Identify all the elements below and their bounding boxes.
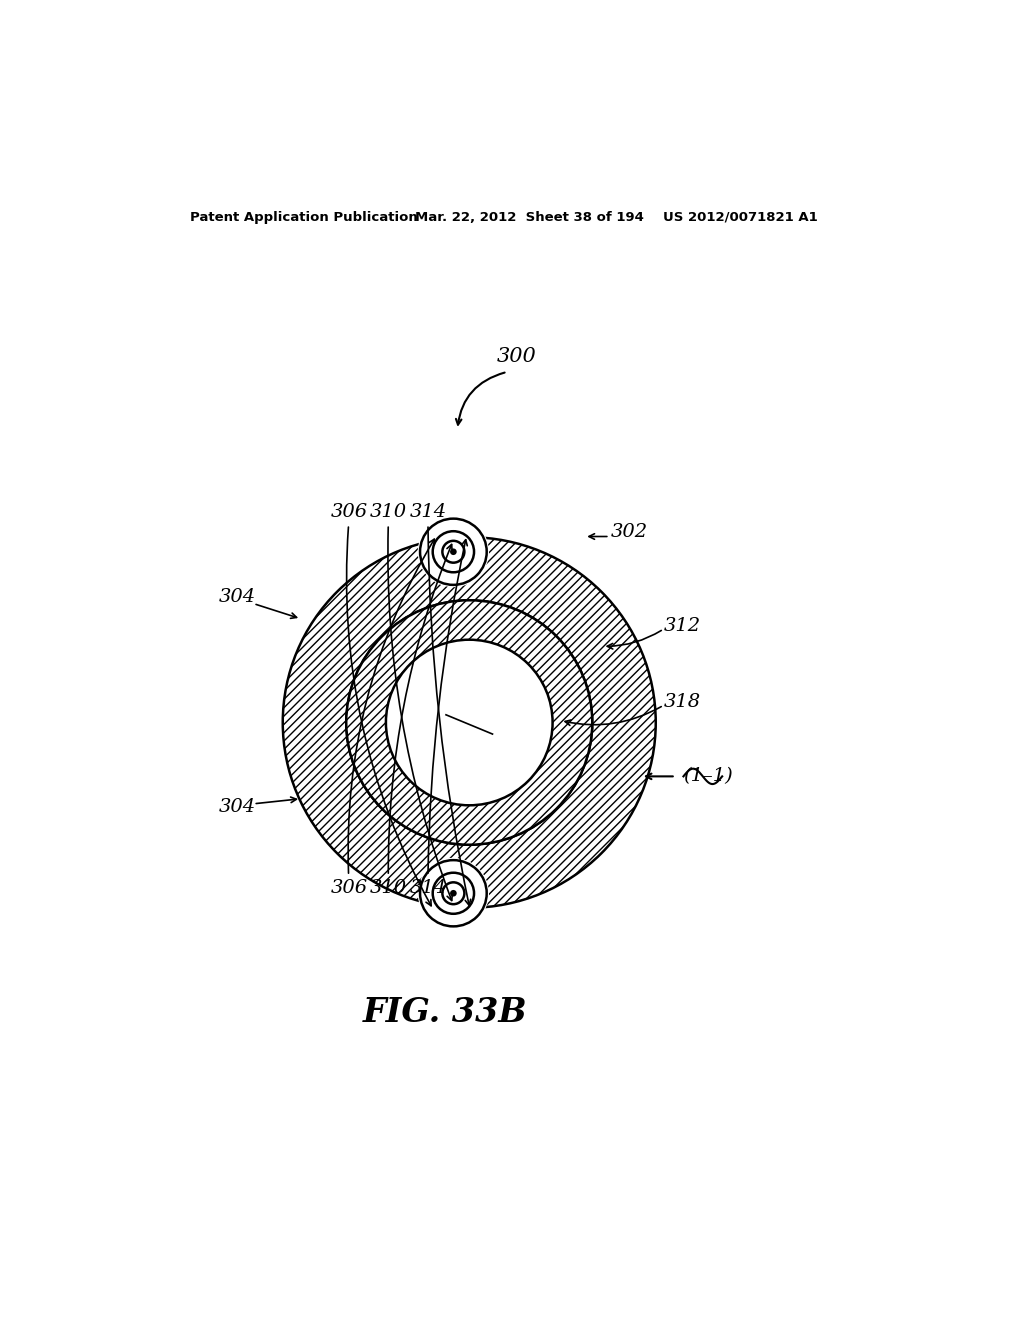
Text: 310: 310 [370, 503, 408, 521]
Text: 304: 304 [219, 589, 256, 606]
Text: US 2012/0071821 A1: US 2012/0071821 A1 [663, 211, 817, 224]
Circle shape [442, 541, 464, 562]
Text: FIG. 33B: FIG. 33B [364, 995, 527, 1028]
Text: 306: 306 [331, 879, 368, 898]
Circle shape [418, 516, 489, 587]
Text: 314: 314 [410, 879, 446, 898]
Text: 314: 314 [410, 503, 446, 521]
Circle shape [450, 548, 457, 554]
Circle shape [420, 861, 486, 927]
Circle shape [433, 873, 474, 913]
Text: 312: 312 [664, 616, 700, 635]
Circle shape [420, 519, 486, 585]
Circle shape [346, 601, 592, 845]
Circle shape [283, 537, 655, 908]
Text: 300: 300 [497, 347, 537, 366]
Text: 306: 306 [331, 503, 368, 521]
Text: 302: 302 [610, 524, 647, 541]
Text: 318: 318 [664, 693, 700, 711]
Circle shape [386, 640, 553, 805]
Text: 304: 304 [219, 797, 256, 816]
Text: Patent Application Publication: Patent Application Publication [190, 211, 418, 224]
Circle shape [450, 890, 457, 896]
Text: Mar. 22, 2012  Sheet 38 of 194: Mar. 22, 2012 Sheet 38 of 194 [415, 211, 644, 224]
Circle shape [386, 640, 553, 805]
Text: (1–1): (1–1) [683, 767, 733, 785]
Circle shape [346, 601, 592, 845]
Text: 310: 310 [370, 879, 408, 898]
Circle shape [433, 531, 474, 573]
Circle shape [442, 882, 464, 904]
Circle shape [418, 858, 489, 929]
